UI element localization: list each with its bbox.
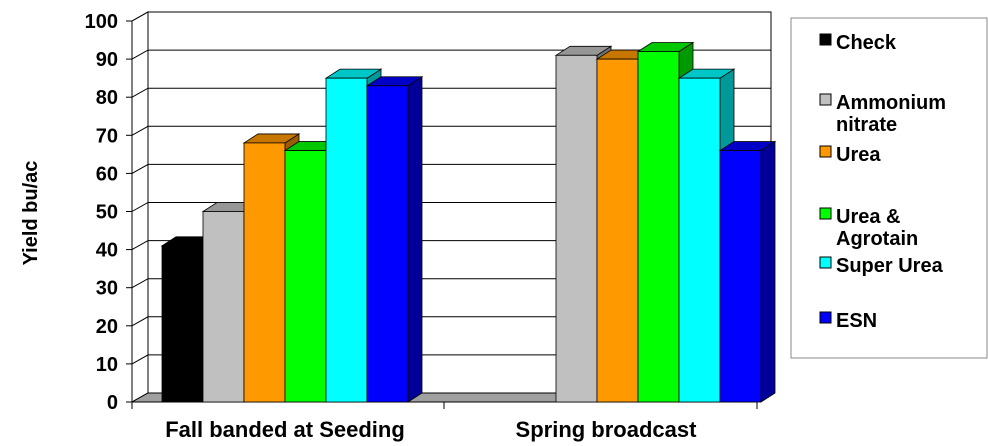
legend-swatch xyxy=(819,145,832,158)
legend-item: Super Urea xyxy=(819,255,944,277)
bar-front xyxy=(325,77,368,403)
bar-side xyxy=(407,76,423,403)
category-label: Spring broadcast xyxy=(516,417,698,442)
bar-front xyxy=(637,51,680,403)
legend-swatch xyxy=(819,311,832,324)
y-axis-label: Yield bu/ac xyxy=(20,161,42,266)
legend-swatch xyxy=(819,256,832,269)
bar-front xyxy=(596,58,639,403)
bar-front xyxy=(161,245,204,403)
bar-front xyxy=(202,211,245,403)
category-labels: Fall banded at Seeding Spring broadcast xyxy=(165,417,697,442)
bar-front xyxy=(555,54,598,403)
legend-box xyxy=(790,17,988,359)
legend-label: Agrotain xyxy=(836,228,918,250)
y-tick-label: 80 xyxy=(96,87,118,109)
y-tick-label: 100 xyxy=(85,11,118,33)
legend-label: Super Urea xyxy=(836,255,944,277)
bar-front xyxy=(678,77,721,403)
bar-front xyxy=(366,85,409,403)
y-tick-label: 20 xyxy=(96,316,118,338)
gridline xyxy=(131,49,771,60)
y-tick-label: 90 xyxy=(96,49,118,71)
y-tick-label: 40 xyxy=(96,240,118,262)
y-tick-label: 70 xyxy=(96,125,118,147)
y-tick-label: 60 xyxy=(96,163,118,185)
bar xyxy=(718,140,777,403)
bar-side xyxy=(760,140,776,403)
y-tick-label: 50 xyxy=(96,202,118,224)
bars xyxy=(160,41,777,403)
bar-front xyxy=(243,142,286,403)
y-tick-label: 0 xyxy=(107,392,118,414)
gridline xyxy=(131,11,771,22)
legend-item: Check xyxy=(819,32,897,54)
bar-front xyxy=(284,150,327,403)
y-tick-label: 10 xyxy=(96,354,118,376)
legend-label: Urea & xyxy=(836,206,900,228)
legend-label: Check xyxy=(836,32,897,54)
legend-label: Urea xyxy=(836,144,881,166)
legend-swatch xyxy=(819,93,832,106)
legend-swatch xyxy=(819,207,832,220)
bar xyxy=(365,76,424,403)
legend-swatch xyxy=(819,33,832,46)
category-label: Fall banded at Seeding xyxy=(165,417,405,442)
y-tick-label: 30 xyxy=(96,278,118,300)
y-tick-labels: 0 10 20 30 40 50 60 70 80 90 100 xyxy=(85,11,118,414)
bar-front xyxy=(719,150,762,403)
legend-label: ESN xyxy=(836,310,877,332)
legend-label: Ammonium xyxy=(836,92,946,114)
legend-item: Urea &Agrotain xyxy=(819,206,918,250)
legend-item: Urea xyxy=(819,144,881,166)
legend-label: nitrate xyxy=(836,114,897,136)
legend-item: ESN xyxy=(819,310,877,332)
